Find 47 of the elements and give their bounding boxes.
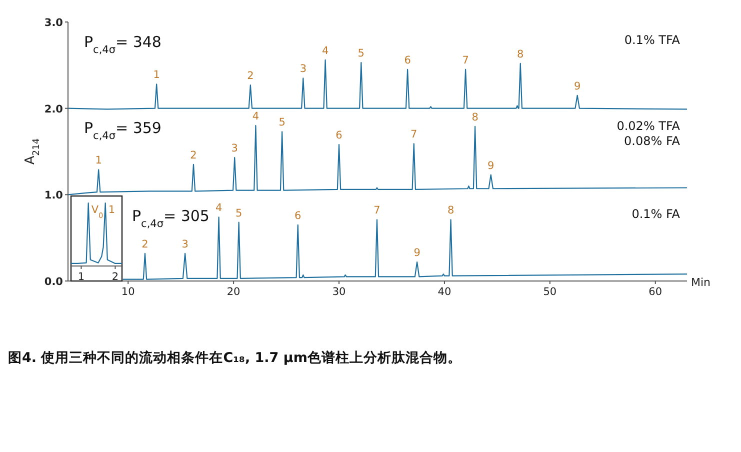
- annotation: 7: [374, 204, 380, 217]
- annotation: 4: [215, 202, 222, 214]
- annotation: 9: [574, 80, 581, 92]
- annotation: 1: [108, 204, 116, 216]
- x-tick-label: 40: [438, 286, 452, 298]
- annotation: 8: [447, 204, 454, 217]
- annotation: 6: [336, 130, 343, 142]
- annotation: P$_{c,4σ}$= 348: [84, 33, 162, 56]
- annotation: 3: [231, 142, 238, 155]
- annotation: 9: [488, 160, 494, 172]
- annotation: 7: [462, 54, 469, 66]
- annotation: 4: [322, 44, 329, 57]
- annotation: P$_{c,4σ}$= 305: [132, 207, 210, 230]
- annotation: P$_{c,4σ}$= 359: [84, 119, 162, 142]
- x-tick-label: 60: [648, 286, 662, 298]
- annotation: 6: [404, 54, 412, 66]
- y-tick-label: 1.0: [44, 190, 63, 202]
- annotation: 5: [278, 116, 286, 129]
- annotation: 3: [300, 63, 306, 76]
- annotation: 9: [414, 247, 420, 260]
- annotation: 3: [182, 238, 188, 250]
- annotation: 0.08% FA: [624, 134, 681, 148]
- annotation: 5: [358, 48, 364, 60]
- x-tick-label: 50: [543, 286, 557, 298]
- caption: 图4. 使用三种不同的流动相条件在C₁₈, 1.7 µm色谱柱上分析肽混合物。: [8, 349, 462, 366]
- y-tick-label: 0.0: [44, 276, 63, 288]
- annotation: 0.02% TFA: [616, 119, 681, 133]
- annotation: 8: [517, 48, 524, 60]
- y-tick-label: 3.0: [44, 17, 63, 29]
- annotation: 0.1% TFA: [624, 33, 681, 47]
- annotation: 2: [247, 70, 254, 82]
- annotation: V$_{0}$: [91, 204, 104, 220]
- annotation: 2: [142, 238, 148, 250]
- annotation: 4: [252, 110, 260, 123]
- annotation: 1: [95, 154, 102, 167]
- x-tick-label: 20: [226, 286, 240, 298]
- annotation: 2: [190, 149, 197, 162]
- annotation: 6: [294, 210, 302, 222]
- annotation: 1: [153, 69, 160, 82]
- x-tick-label: 30: [332, 286, 346, 298]
- annotation: 5: [235, 207, 242, 220]
- x-axis-title: Min: [691, 276, 711, 289]
- x-tick-label: 10: [121, 286, 135, 298]
- annotation: 0.1% FA: [632, 207, 681, 221]
- y-tick-label: 2.0: [44, 103, 63, 116]
- annotation: 8: [472, 111, 478, 124]
- annotation: 7: [410, 128, 418, 141]
